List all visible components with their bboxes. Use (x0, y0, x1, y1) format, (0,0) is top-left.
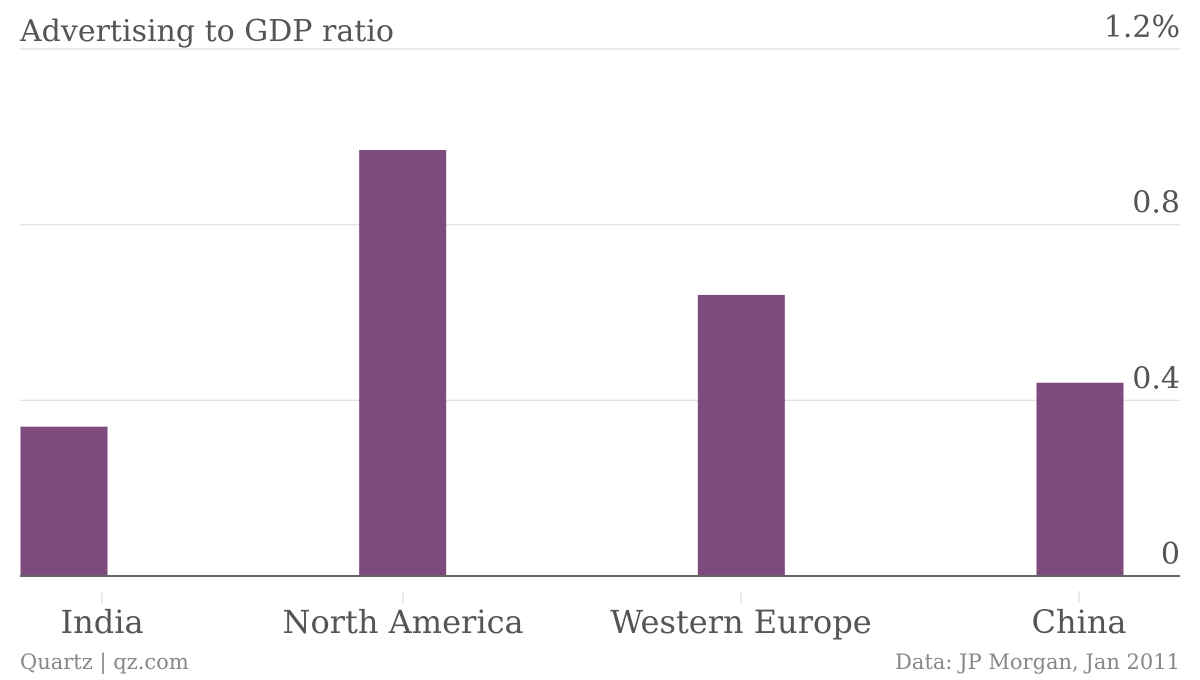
y-tick-label: 0 (1161, 537, 1180, 572)
x-tick-label: North America (282, 603, 523, 641)
footer-credit: Quartz | qz.com (20, 650, 189, 675)
x-tick-label: Western Europe (610, 603, 871, 641)
x-tick-label: China (1031, 603, 1126, 641)
bar (359, 150, 447, 576)
chart-title: Advertising to GDP ratio (19, 14, 394, 49)
gridlines (20, 48, 1180, 402)
bars (20, 150, 1124, 576)
y-tick-label: 0.8 (1132, 186, 1180, 221)
y-tick-label: 0.4 (1132, 361, 1180, 396)
x-tick-label: India (60, 603, 143, 641)
footer-source: Data: JP Morgan, Jan 2011 (895, 650, 1180, 674)
bar (1036, 382, 1124, 576)
y-tick-label: 1.2% (1104, 10, 1180, 45)
bar (697, 294, 785, 576)
axes: 0 0.4 0.8 1.2% India North America Western Eur… (20, 10, 1180, 641)
bar (20, 426, 108, 576)
